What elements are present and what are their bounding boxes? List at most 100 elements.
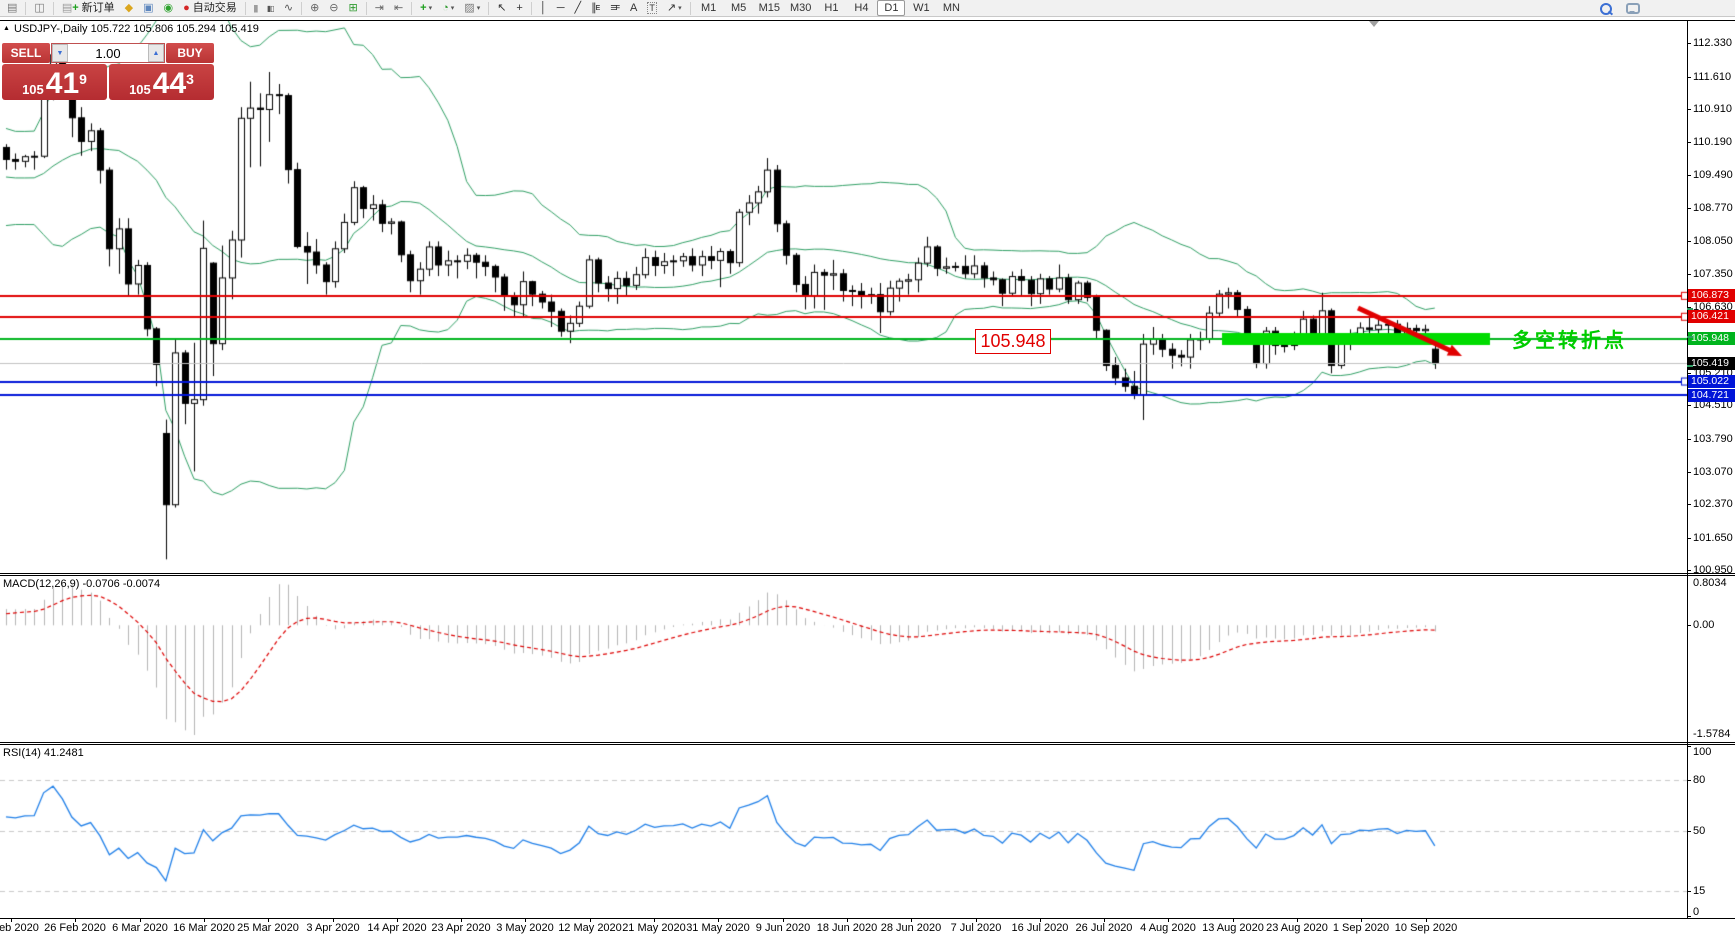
metaeditor-icon[interactable]: ◆ (121, 1, 137, 16)
volume-decrease-button[interactable]: ▼ (52, 44, 68, 62)
line-chart-type-icon[interactable]: ∿ (280, 1, 297, 16)
sell-price-panel[interactable]: 105 41 9 (2, 64, 107, 100)
text-icon[interactable]: A (626, 1, 641, 16)
horizontal-line-icon[interactable]: ─ (553, 1, 569, 16)
pane-splitter-2b[interactable] (0, 744, 1735, 745)
axis-tick-mark (1687, 373, 1691, 374)
date-tick-label: 1 Sep 2020 (1332, 922, 1390, 934)
price-level-callout[interactable]: 105.948 (975, 329, 1051, 354)
price-tick-label: 110.910 (1693, 103, 1732, 115)
rsi-canvas[interactable] (0, 745, 1687, 917)
new-order-glyph: ▤ (61, 1, 73, 14)
axis-tick-mark (1687, 780, 1691, 781)
horizontal-line-icon-glyph: ─ (556, 1, 565, 14)
zoom-out-icon-glyph: ⊖ (329, 1, 339, 14)
arrows-tool-icon[interactable]: ↗ ▾ (663, 1, 686, 16)
chart-shift-icon-glyph: ⇤ (393, 1, 404, 14)
candlestick-type-icon[interactable]: ▮▯ (263, 1, 278, 16)
timeframe-m5[interactable]: M5 (730, 2, 747, 14)
bull-bear-turning-point-note[interactable]: 多空转折点 (1512, 330, 1627, 352)
fibonacci-icon[interactable]: ≡ F (606, 1, 624, 16)
buy-button[interactable]: BUY (166, 43, 214, 63)
buy-price-figure: 105 (129, 82, 151, 97)
axis-tick-mark (1687, 472, 1691, 473)
date-tick-label: 18 Jun 2020 (816, 922, 878, 934)
buy-price-panel[interactable]: 105 44 3 (109, 64, 214, 100)
zoom-out-icon[interactable]: ⊖ (325, 1, 342, 16)
date-tick-mark (140, 918, 141, 922)
toolbar-separator (25, 1, 27, 15)
axis-tick-mark (1687, 504, 1691, 505)
timeframe-mn[interactable]: MN (942, 2, 960, 14)
toolbar-separator (411, 1, 413, 15)
date-tick-label: 25 Mar 2020 (237, 922, 299, 934)
timeframe-m30[interactable]: M30 (790, 2, 812, 14)
chat-icon[interactable] (1626, 3, 1640, 14)
main-toolbar: ▤ ◫ ▤ + 新订单 ◆ ▣ ◉ ● 自动交易 ||| ▮▯ ∿ ⊕ ⊖ ⊞ ⇥ ⇤ + ▾ ◔ ▾ ▨ ▾ ↖ + │ ─ ╱ ∥ E ≡… (0, 0, 1735, 17)
axis-tick-mark (1687, 307, 1691, 308)
data-window-icon[interactable]: ◫ (30, 1, 48, 16)
date-tick-mark (397, 918, 398, 922)
cursor-icon[interactable]: ↖ (493, 1, 510, 16)
axis-tick-mark (1687, 208, 1691, 209)
timeframe-w1[interactable]: W1 (913, 2, 930, 14)
timeframe-m1[interactable]: M1 (700, 2, 717, 14)
signals-icon[interactable]: ◉ (160, 1, 178, 16)
date-tick-label: 7 Feb 2020 (0, 922, 39, 934)
community-icon[interactable]: ▣ (139, 1, 157, 16)
timeframe-d1[interactable]: D1 (877, 0, 906, 16)
price-badge: 105.022 (1688, 375, 1735, 388)
auto-scroll-icon[interactable]: ⇥ (371, 1, 388, 16)
pane-splitter-1a[interactable] (0, 573, 1735, 574)
price-badge: 105.948 (1688, 332, 1735, 345)
axis-tick-mark (1687, 109, 1691, 110)
community-icon-glyph: ▣ (143, 1, 154, 14)
toolbar-right-group (1600, 1, 1640, 16)
periods-icon[interactable]: ◔ ▾ (438, 1, 458, 16)
axis-tick-mark (1687, 274, 1691, 275)
date-tick-mark (590, 918, 591, 922)
bar-chart-type-icon[interactable]: ||| (250, 1, 261, 16)
macd-canvas[interactable] (0, 576, 1687, 741)
search-icon[interactable] (1600, 2, 1612, 15)
pane-splitter-1b[interactable] (0, 575, 1735, 576)
indicators-icon[interactable]: + ▾ (416, 1, 436, 16)
axis-tick-mark (1687, 142, 1691, 143)
channel-icon[interactable]: ∥ E (587, 1, 604, 16)
date-tick-label: 16 Jul 2020 (1011, 922, 1069, 934)
crosshair-icon[interactable]: + (512, 1, 526, 16)
volume-input[interactable]: 1.00 (95, 45, 121, 61)
timeframe-h4[interactable]: H4 (854, 2, 869, 14)
tile-windows-icon[interactable]: ⊞ (345, 1, 362, 16)
volume-increase-button[interactable]: ▲ (148, 44, 164, 62)
timeframe-h1[interactable]: H1 (824, 2, 839, 14)
new-order-button[interactable]: ▤ + 新订单 (58, 1, 119, 16)
date-tick-label: 28 Jun 2020 (880, 922, 942, 934)
date-tick-mark (783, 918, 784, 922)
candlestick-type-icon-glyph: ▮▯ (267, 3, 275, 13)
zoom-in-icon[interactable]: ⊕ (306, 1, 323, 16)
templates-icon[interactable]: ▨ ▾ (460, 1, 484, 16)
trendline-icon[interactable]: ╱ (571, 1, 586, 16)
pane-splitter-2a[interactable] (0, 742, 1735, 743)
chart-window-icon[interactable]: ▤ (3, 1, 21, 16)
dropdown-arrow-icon: ▾ (678, 4, 682, 12)
axis-tick-mark (1687, 77, 1691, 78)
chart-shift-marker-icon[interactable] (1369, 21, 1379, 27)
date-tick-mark (204, 918, 205, 922)
date-tick-mark (654, 918, 655, 922)
sell-button[interactable]: SELL (2, 43, 50, 63)
date-tick-mark (718, 918, 719, 922)
main-chart-canvas[interactable] (0, 21, 1687, 573)
text-label-icon[interactable]: T (643, 1, 661, 16)
vertical-line-icon[interactable]: │ (536, 1, 551, 16)
chart-top-border (0, 20, 1735, 21)
timeframe-m15[interactable]: M15 (758, 2, 781, 14)
date-tick-mark (1168, 918, 1169, 922)
price-badge: 104.721 (1688, 389, 1735, 402)
tile-windows-icon-glyph: ⊞ (348, 1, 358, 14)
chart-shift-icon[interactable]: ⇤ (390, 1, 407, 16)
volume-box: ▼ 1.00 ▲ (51, 43, 165, 63)
autotrading-button[interactable]: ● 自动交易 (179, 1, 241, 16)
